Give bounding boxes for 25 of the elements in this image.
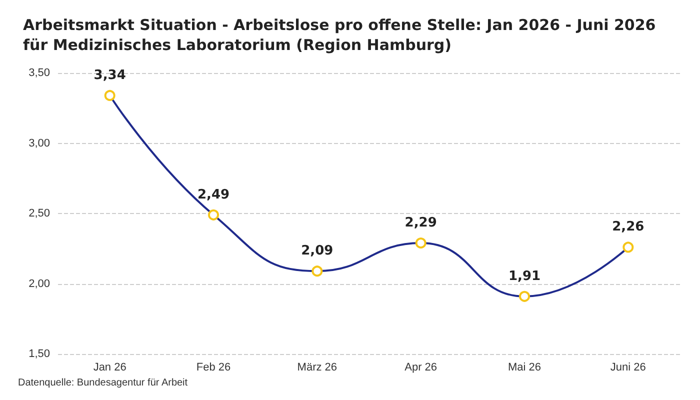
point <box>312 266 323 277</box>
x-tick-label: Feb 26 <box>196 362 231 374</box>
point <box>622 242 634 253</box>
x-tick-label: März 26 <box>297 362 338 374</box>
y-tick-label: 3,50 <box>28 67 50 79</box>
x-tick-label: Jan 26 <box>93 362 126 374</box>
data-label: 2,29 <box>404 216 437 231</box>
point <box>208 209 219 220</box>
data-label: 3,34 <box>94 68 126 83</box>
x-tick-label: Apr 26 <box>404 362 438 374</box>
text: Datenquelle: Bundesagentur für Arbeit <box>18 378 188 388</box>
data-label: 2,09 <box>301 244 334 259</box>
chart-title: Arbeitsmarkt Situation - Arbeitslose pro offene Stelle: Jan 2026 - Juni 2026 für Medizinisches Laboratorium (Region Hamburg) <box>23 16 661 54</box>
point <box>104 90 116 101</box>
data-label: 1,91 <box>508 268 541 284</box>
y-tick-label: 2,00 <box>28 278 50 290</box>
y-tick-label: 2,50 <box>28 208 50 220</box>
point <box>415 238 426 248</box>
y-tick-label: 1,50 <box>28 348 50 360</box>
x-tick-label: Mai 26 <box>508 362 542 374</box>
y-tick-label: 3,00 <box>28 137 50 150</box>
point <box>519 290 530 302</box>
data-label: 2,26 <box>612 220 644 235</box>
data-label: 2,49 <box>197 187 230 202</box>
x-tick-label: Juni 26 <box>610 362 646 374</box>
